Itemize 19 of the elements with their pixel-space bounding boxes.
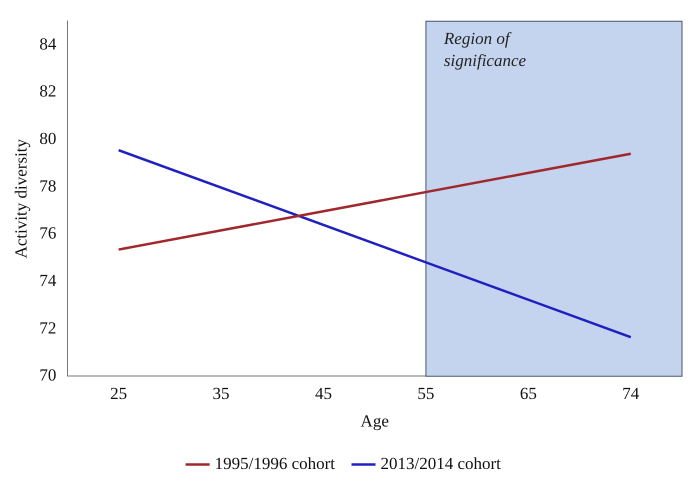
y-tick-label: 80 (39, 129, 56, 148)
x-tick-label: 65 (520, 384, 537, 403)
legend-label: 2013/2014 cohort (380, 454, 502, 473)
y-tick-label: 72 (39, 318, 56, 338)
y-tick-label: 78 (39, 176, 56, 196)
x-tick-label: 25 (110, 384, 128, 403)
x-tick-label: 74 (622, 384, 640, 403)
x-tick-label: 45 (314, 384, 332, 403)
x-axis-title: Age (360, 411, 389, 430)
y-tick-label: 82 (39, 82, 56, 101)
x-tick-label: 55 (417, 384, 434, 403)
y-tick-label: 70 (39, 366, 56, 385)
x-tick-label: 35 (212, 384, 230, 403)
band-label: Region of significance (442, 29, 527, 70)
legend-label: 1995/1996 cohort (214, 454, 336, 473)
y-axis-title: Activity diversity (12, 138, 31, 258)
y-tick-label: 76 (39, 224, 56, 243)
y-tick-label: 74 (39, 271, 57, 290)
y-tick-label: 84 (39, 34, 57, 54)
